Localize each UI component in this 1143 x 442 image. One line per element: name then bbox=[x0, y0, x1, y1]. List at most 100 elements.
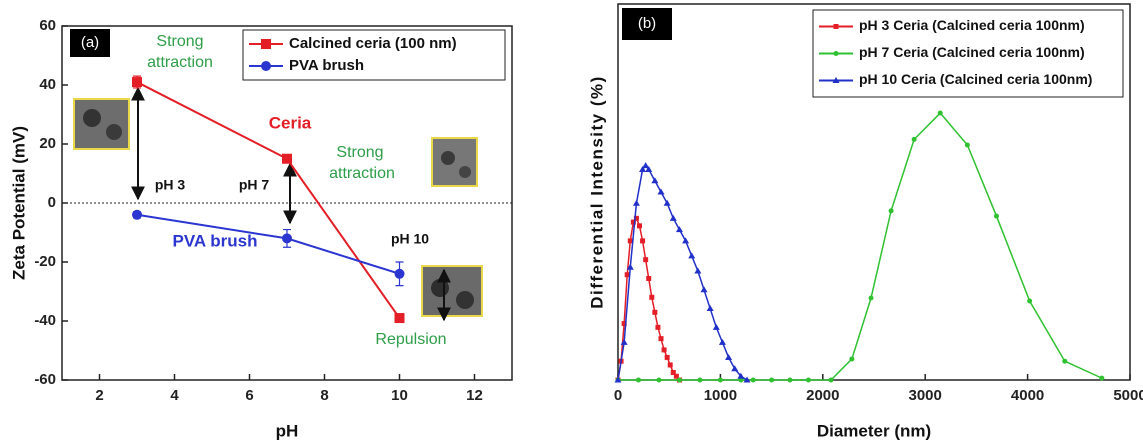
marker bbox=[632, 199, 640, 206]
marker bbox=[1099, 375, 1105, 381]
annotation: Ceria bbox=[269, 113, 312, 132]
annotation: PVA brush bbox=[172, 231, 257, 250]
x-axis-label: Diameter (nm) bbox=[817, 421, 931, 440]
x-tick-label: 4 bbox=[170, 387, 179, 404]
marker bbox=[620, 338, 628, 345]
plot-frame bbox=[61, 25, 513, 381]
annotation: attraction bbox=[329, 165, 395, 182]
marker bbox=[670, 369, 676, 375]
y-axis-label: Zeta Potential (mV) bbox=[9, 126, 28, 280]
marker bbox=[637, 223, 643, 229]
marker bbox=[868, 295, 874, 301]
marker bbox=[718, 338, 726, 345]
marker bbox=[649, 294, 655, 300]
panel-tag-box bbox=[622, 8, 672, 40]
plot-frame bbox=[617, 3, 1131, 381]
marker bbox=[993, 213, 999, 219]
panel-tag-box bbox=[70, 29, 110, 57]
y-tick-label: 40 bbox=[39, 76, 56, 93]
panel-tag: (b) bbox=[638, 15, 656, 32]
x-tick-label: 0 bbox=[614, 387, 622, 404]
marker bbox=[621, 321, 627, 327]
marker bbox=[849, 356, 855, 362]
y-tick-label: -40 bbox=[34, 312, 56, 329]
marker bbox=[937, 110, 943, 116]
marker bbox=[888, 208, 894, 214]
marker bbox=[688, 252, 696, 259]
x-tick-label: 10 bbox=[391, 387, 408, 404]
marker bbox=[667, 362, 673, 368]
marker bbox=[911, 136, 917, 142]
marker bbox=[833, 51, 839, 56]
marker bbox=[639, 165, 647, 172]
annotation: attraction bbox=[147, 54, 213, 71]
marker bbox=[738, 377, 744, 383]
legend-label: pH 10 Ceria (Calcined ceria 100nm) bbox=[859, 71, 1092, 87]
inset-images bbox=[73, 98, 483, 317]
marker bbox=[731, 365, 739, 372]
marker bbox=[673, 373, 679, 379]
marker bbox=[657, 188, 665, 195]
marker bbox=[394, 313, 405, 324]
marker bbox=[1027, 298, 1033, 304]
marker bbox=[743, 376, 751, 383]
x-tick-label: 12 bbox=[466, 387, 483, 404]
marker bbox=[661, 347, 667, 353]
marker bbox=[694, 267, 702, 274]
marker bbox=[394, 268, 405, 279]
annotation: Strong bbox=[156, 33, 203, 50]
x-tick-label: 3000 bbox=[909, 387, 942, 404]
y-tick-label: -60 bbox=[34, 371, 56, 388]
annotation: Repulsion bbox=[375, 331, 446, 348]
marker bbox=[658, 336, 664, 342]
annotation: pH 7 bbox=[239, 177, 270, 193]
marker bbox=[261, 39, 271, 49]
marker bbox=[655, 324, 661, 330]
x-tick-label: 1000 bbox=[704, 387, 737, 404]
x-tick-label: 2000 bbox=[806, 387, 839, 404]
series-line bbox=[618, 111, 1103, 381]
legend-label: PVA brush bbox=[289, 57, 364, 74]
marker bbox=[787, 377, 793, 383]
x-tick-label: 8 bbox=[320, 387, 328, 404]
marker bbox=[682, 237, 690, 244]
marker bbox=[626, 263, 634, 270]
panel-tag: (a) bbox=[81, 34, 99, 51]
marker bbox=[712, 323, 720, 330]
marker bbox=[750, 377, 756, 383]
marker bbox=[656, 377, 662, 383]
marker bbox=[646, 275, 652, 281]
marker bbox=[663, 199, 671, 206]
y-tick-label: 20 bbox=[39, 135, 56, 152]
marker bbox=[833, 24, 839, 29]
marker bbox=[805, 377, 811, 383]
annotation: Strong bbox=[336, 144, 383, 161]
marker bbox=[633, 215, 639, 221]
marker bbox=[261, 61, 271, 71]
marker bbox=[700, 286, 708, 293]
marker bbox=[651, 177, 659, 184]
marker bbox=[642, 162, 650, 169]
marker bbox=[132, 77, 142, 88]
marker bbox=[132, 209, 142, 220]
marker bbox=[624, 272, 630, 278]
annotation: pH 3 bbox=[155, 177, 186, 193]
marker bbox=[737, 372, 745, 379]
legend-box bbox=[242, 29, 506, 81]
marker bbox=[832, 77, 840, 83]
annotation: pH 10 bbox=[391, 231, 429, 247]
marker bbox=[1062, 358, 1068, 364]
marker bbox=[697, 377, 703, 383]
marker bbox=[964, 142, 970, 148]
marker bbox=[769, 377, 775, 383]
marker bbox=[828, 377, 834, 383]
legend-box bbox=[812, 9, 1124, 98]
legend-label: pH 3 Ceria (Calcined ceria 100nm) bbox=[859, 17, 1085, 33]
y-tick-label: -20 bbox=[34, 253, 56, 270]
marker bbox=[643, 257, 649, 263]
series-line bbox=[617, 164, 748, 381]
marker bbox=[706, 305, 714, 312]
legend-label: pH 7 Ceria (Calcined ceria 100nm) bbox=[859, 44, 1085, 60]
marker bbox=[282, 233, 292, 244]
